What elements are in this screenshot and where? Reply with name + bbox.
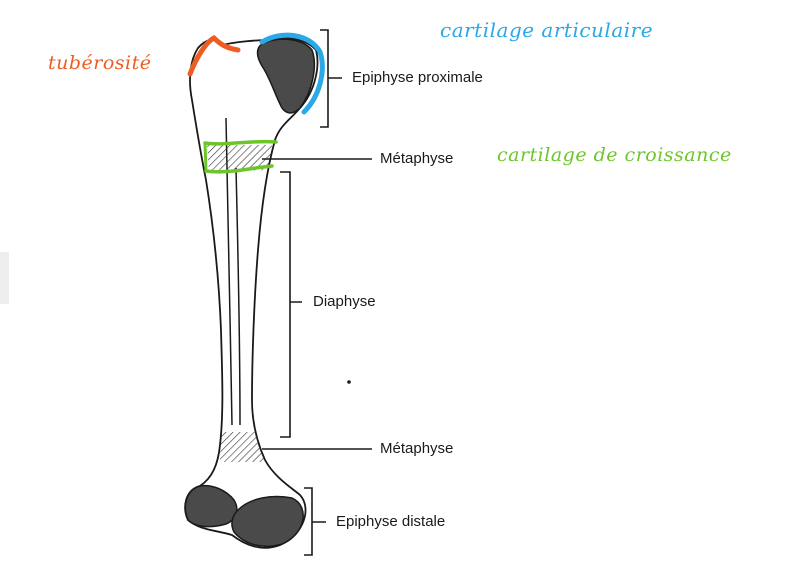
bracket-proximal (320, 29, 342, 128)
label-metaphyse-bottom: Métaphyse (380, 440, 454, 457)
growth-cartilage-left (203, 142, 208, 172)
articular-cartilage-stroke (259, 32, 325, 115)
bracket-diaphyse (280, 171, 302, 438)
upper-metaphysis-hatch (207, 145, 272, 172)
bracket-distal (304, 487, 326, 556)
annotation-cartilage-articulaire: cartilage articulaire (440, 18, 654, 42)
growth-cartilage-bottom (204, 164, 274, 174)
bone-outline (184, 37, 319, 549)
medullary-line-right (235, 167, 241, 426)
side-tab (0, 252, 9, 304)
stray-dot (347, 380, 351, 384)
annotation-cartilage-croissance: cartilage de croissance (497, 144, 732, 166)
growth-cartilage-top (203, 139, 278, 146)
distal-condyle-right (231, 495, 304, 548)
distal-condyle-left (184, 484, 238, 528)
annotation-tuberosite: tubérosité (48, 52, 152, 74)
proximal-epiphysis-fill (256, 38, 316, 114)
tuberosity-stroke (187, 34, 241, 77)
label-epiphyse-proximale: Epiphyse proximale (352, 69, 483, 86)
label-epiphyse-distale: Epiphyse distale (336, 513, 446, 530)
label-metaphyse-top: Métaphyse (380, 150, 454, 167)
lower-metaphysis-hatch (220, 432, 266, 462)
label-diaphyse: Diaphyse (313, 293, 376, 310)
